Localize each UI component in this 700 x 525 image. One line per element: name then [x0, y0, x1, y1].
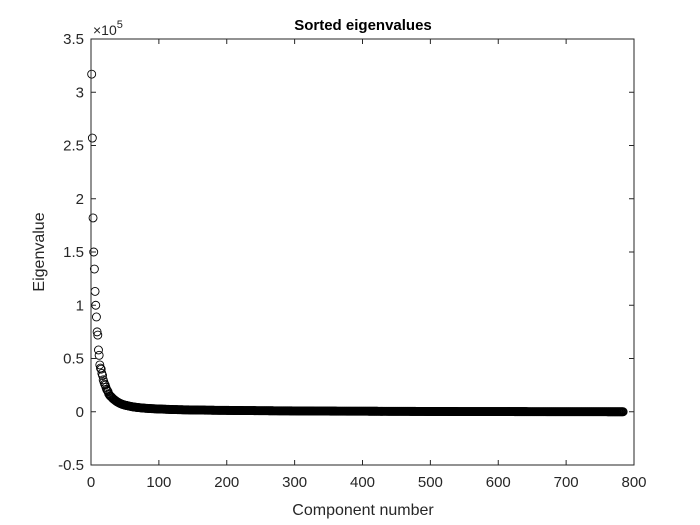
y-tick-label: 3.5 [63, 31, 84, 48]
y-axis-label: Eigenvalue [31, 212, 48, 291]
y-axis: -0.5 0 0.5 1 1.5 2 2.5 3 3.5 [58, 31, 634, 474]
data-point [98, 371, 107, 380]
y-tick-label: 3 [76, 84, 84, 101]
data-point [618, 407, 628, 417]
x-tick-label: 100 [146, 474, 171, 491]
axes-box [90, 38, 635, 466]
x-tick-label: 0 [87, 474, 95, 491]
x-tick-label: 500 [418, 474, 443, 491]
data-point [88, 213, 98, 223]
x-tick-label: 600 [486, 474, 511, 491]
x-tick-label: 800 [621, 474, 646, 491]
x-tick-label: 300 [282, 474, 307, 491]
data-point [91, 312, 101, 322]
x-tick-label: 200 [214, 474, 239, 491]
y-tick-label: 1.5 [63, 244, 84, 261]
chart-title: Sorted eigenvalues [294, 17, 432, 34]
y-multiplier-base: ×10 [93, 22, 117, 38]
data-point [90, 286, 100, 296]
x-axis: 0 100 200 300 400 500 600 700 800 [87, 39, 647, 491]
data-point [87, 69, 97, 79]
x-tick-label: 400 [350, 474, 375, 491]
x-tick-label: 700 [554, 474, 579, 491]
data-point [93, 330, 103, 340]
y-tick-label: 0 [76, 404, 84, 421]
y-tick-label: -0.5 [58, 457, 84, 474]
data-point [95, 360, 105, 370]
data-point [92, 327, 102, 337]
y-tick-label: 0.5 [63, 351, 84, 368]
data-points [87, 69, 628, 417]
data-point [89, 264, 99, 274]
data-point [89, 247, 99, 257]
x-axis-label: Component number [292, 502, 434, 519]
plot-area [87, 38, 635, 466]
y-tick-label: 1 [76, 297, 84, 314]
data-point [87, 133, 97, 143]
y-tick-label: 2.5 [63, 138, 84, 155]
data-point [96, 364, 106, 374]
data-point [94, 345, 103, 355]
y-axis-multiplier: ×105 [93, 19, 123, 38]
data-point [94, 350, 104, 360]
y-tick-label: 2 [76, 191, 84, 208]
y-multiplier-exponent: 5 [117, 19, 123, 31]
